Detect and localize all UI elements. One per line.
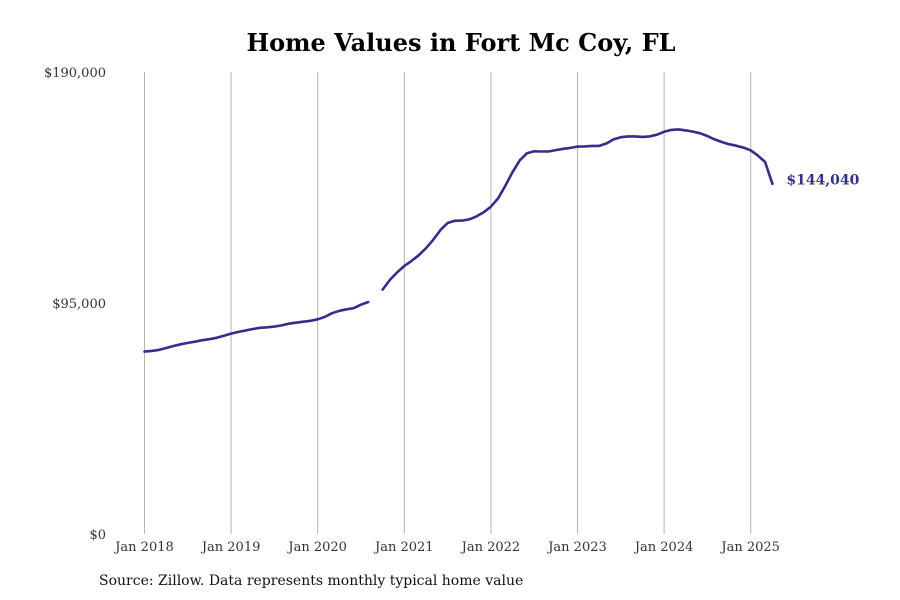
x-tick-label: Jan 2020 [286, 540, 347, 555]
series-lines [143, 128, 774, 353]
series-line [381, 128, 774, 291]
gridlines [144, 72, 752, 534]
source-note: Source: Zillow. Data represents monthly … [99, 573, 524, 589]
end-labels: $144,040 [786, 172, 859, 188]
x-tick-label: Jan 2023 [546, 540, 607, 555]
chart-title: Home Values in Fort Mc Coy, FL [246, 28, 676, 57]
x-axis-ticks: Jan 2018 Jan 2019 Jan 2020 Jan 2021 Jan 2022… [113, 540, 780, 555]
series-line [143, 300, 370, 353]
end-value-label: $144,040 [786, 172, 859, 188]
y-tick-label: $0 [89, 528, 106, 543]
x-tick-label: Jan 2024 [633, 540, 694, 555]
y-tick-label: $190,000 [44, 66, 106, 81]
x-tick-label: Jan 2025 [719, 540, 780, 555]
x-tick-label: Jan 2022 [460, 540, 521, 555]
x-tick-label: Jan 2018 [113, 540, 174, 555]
x-tick-label: Jan 2021 [373, 540, 434, 555]
y-tick-label: $95,000 [52, 297, 106, 312]
x-tick-label: Jan 2019 [200, 540, 261, 555]
y-axis-ticks: $0 $95,000 $190,000 [44, 66, 106, 543]
